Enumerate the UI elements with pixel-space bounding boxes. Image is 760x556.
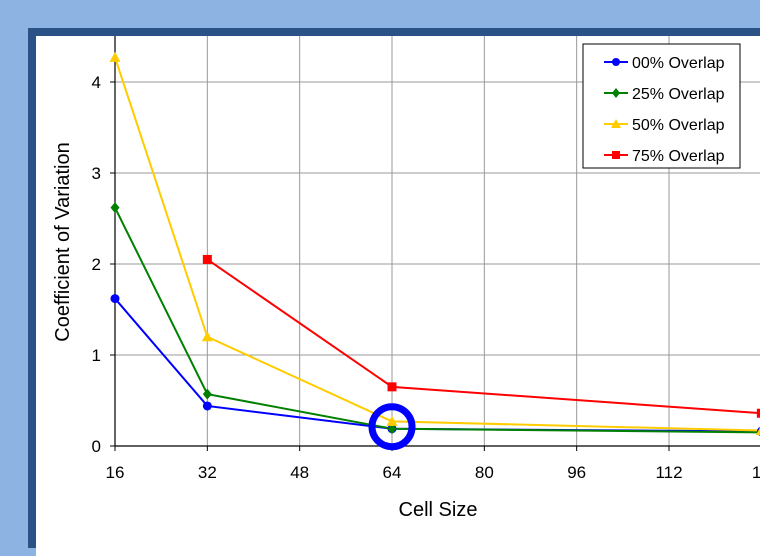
legend-marker-0 — [612, 58, 620, 66]
x-tick-label-80: 80 — [475, 463, 494, 482]
point-s2-0 — [110, 52, 121, 62]
legend-label-1: 25% Overlap — [632, 86, 725, 103]
point-s3-1 — [388, 382, 397, 391]
x-tick-label-96: 96 — [567, 463, 586, 482]
point-s2-1 — [202, 331, 213, 341]
y-tick-label-0: 0 — [92, 437, 101, 456]
x-tick-labels: 16 32 48 64 80 96 112 12 — [106, 463, 760, 482]
y-axis-title: Coefficient of Variation — [52, 142, 74, 341]
x-tick-label-112: 112 — [655, 463, 682, 482]
y-tick-label-3: 3 — [92, 164, 101, 183]
y-tick-label-4: 4 — [92, 73, 101, 92]
y-tick-labels: 0 1 2 3 4 — [92, 73, 101, 456]
legend-marker-3 — [612, 151, 620, 159]
x-tick-label-16: 16 — [106, 463, 125, 482]
y-tick-label-1: 1 — [92, 346, 101, 365]
x-axis-title: Cell Size — [399, 499, 478, 521]
series-line-3 — [207, 259, 760, 413]
x-tick-label-128: 12 — [752, 463, 760, 482]
series-line-0 — [115, 299, 760, 432]
point-s0-0 — [111, 294, 120, 303]
legend: 00% Overlap 25% Overlap 50% Overlap 75% Ove… — [583, 44, 740, 168]
legend-label-2: 50% Overlap — [632, 117, 725, 134]
x-tick-label-48: 48 — [290, 463, 309, 482]
point-s1-1 — [203, 389, 212, 400]
point-s3-0 — [203, 255, 212, 264]
y-tick-label-2: 2 — [92, 255, 101, 274]
legend-label-3: 75% Overlap — [632, 148, 725, 165]
series-line-1 — [115, 208, 760, 433]
point-s0-1 — [203, 401, 212, 410]
legend-label-0: 00% Overlap — [632, 55, 725, 72]
x-tick-label-64: 64 — [383, 463, 402, 482]
point-s1-0 — [111, 202, 120, 213]
x-tick-label-32: 32 — [198, 463, 217, 482]
